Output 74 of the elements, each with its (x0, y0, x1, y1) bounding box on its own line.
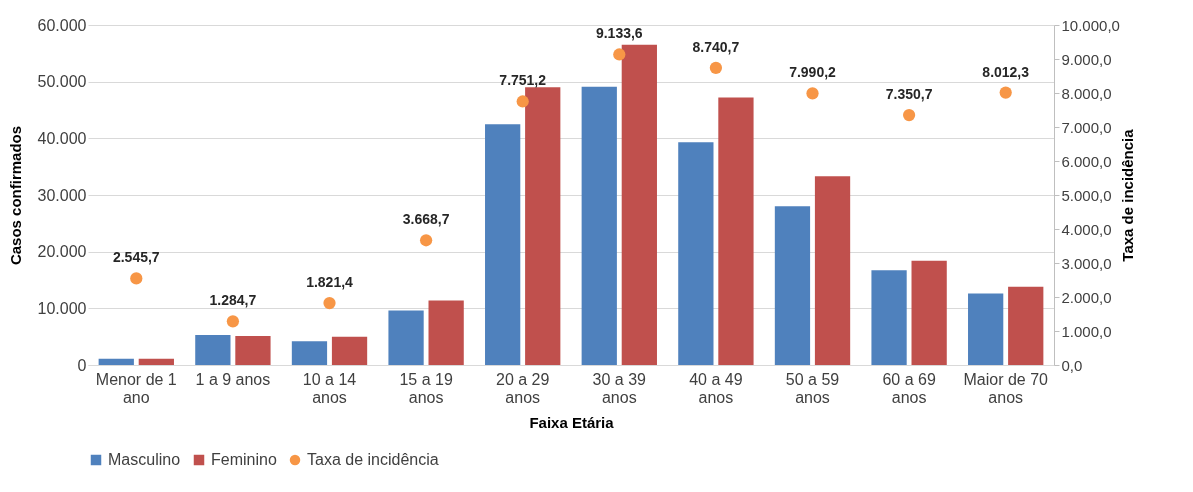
y2-tick-label: 1.000,0 (1061, 322, 1112, 340)
bar (581, 86, 617, 365)
x-tick-label: 40 a 49 anos (689, 370, 743, 406)
y-tick-label: 20.000 (37, 243, 87, 261)
bar (235, 336, 271, 365)
data-label: 7.350,7 (885, 86, 933, 103)
x-tick-label: 15 a 19 anos (399, 370, 453, 406)
point (130, 272, 143, 285)
bar (98, 358, 134, 365)
x-tick-label: Menor de 1 ano (95, 370, 177, 406)
data-label: 3.668,7 (402, 211, 450, 228)
x-tick-label: 60 a 69 anos (882, 370, 936, 406)
bar (138, 358, 174, 365)
bar (525, 87, 561, 365)
y-axis-title: Casos confirmados (6, 125, 24, 266)
data-label: 2.545,7 (112, 249, 160, 266)
point (806, 87, 819, 100)
bar (1008, 286, 1044, 365)
bar (428, 300, 464, 365)
x-axis-title: Faixa Etária (529, 413, 615, 431)
bar (621, 44, 657, 365)
data-label: 7.751,2 (499, 72, 547, 89)
bar (291, 341, 328, 365)
bar (678, 142, 714, 365)
bar (331, 336, 368, 365)
bar (871, 270, 907, 365)
y2-tick-label: 6.000,0 (1061, 152, 1112, 170)
data-label: 1.284,7 (209, 292, 257, 309)
y-tick-label: 10.000 (37, 299, 87, 317)
bar (968, 293, 1004, 365)
data-label: 9.133,6 (595, 25, 643, 42)
y2-tick-label: 3.000,0 (1061, 254, 1112, 272)
point (613, 48, 626, 61)
y2-tick-label: 2.000,0 (1061, 288, 1112, 306)
x-tick-label: 20 a 29 anos (496, 370, 550, 406)
y-tick-label: 60.000 (37, 16, 87, 34)
y-tick-label: 40.000 (37, 129, 87, 147)
bar (911, 260, 947, 365)
y2-tick-label: 7.000,0 (1061, 118, 1112, 136)
x-tick-label: 50 a 59 anos (785, 370, 840, 406)
y2-tick-label: 5.000,0 (1061, 186, 1112, 204)
data-label: 7.990,2 (789, 64, 837, 81)
x-tick-label: Maior de 70 anos (963, 370, 1049, 406)
bar (814, 176, 851, 365)
point (902, 108, 916, 122)
y-tick-label: 50.000 (37, 73, 87, 91)
point (516, 95, 529, 108)
data-label: 8.740,7 (692, 38, 740, 55)
legend-label: Masculino (108, 451, 181, 468)
data-label: 1.821,4 (306, 274, 354, 291)
y2-axis-title: Taxa de incidência (1118, 128, 1136, 262)
y2-tick-label: 4.000,0 (1061, 220, 1112, 238)
y2-tick-label: 10.000,0 (1061, 16, 1120, 34)
point (709, 61, 723, 74)
point (419, 234, 433, 247)
point (323, 296, 336, 310)
bar (388, 310, 424, 365)
legend-label: Feminino (211, 451, 277, 468)
point (226, 315, 240, 328)
bar (718, 97, 754, 365)
y-tick-label: 30.000 (37, 186, 87, 204)
bar (195, 334, 231, 365)
bar (485, 124, 521, 365)
legend-label: Taxa de incidência (307, 451, 439, 468)
y-tick-label: 0 (77, 356, 87, 374)
point (999, 86, 1012, 99)
x-tick-label: 30 a 39 anos (592, 370, 647, 406)
bar (774, 206, 811, 365)
y2-tick-label: 9.000,0 (1061, 50, 1112, 68)
y2-tick-label: 8.000,0 (1061, 84, 1112, 102)
x-tick-label: 10 a 14 anos (302, 370, 357, 406)
data-label: 8.012,3 (982, 63, 1030, 80)
y2-tick-label: 0,0 (1061, 356, 1083, 374)
x-tick-label: 1 a 9 anos (195, 370, 271, 388)
